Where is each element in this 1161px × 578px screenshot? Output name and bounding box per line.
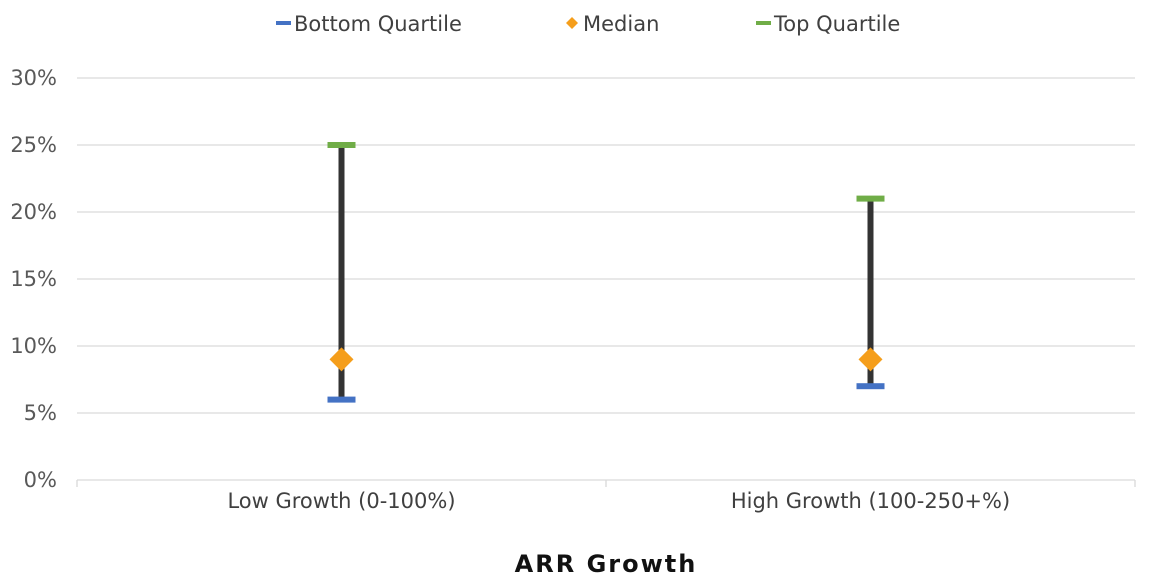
bottom-quartile-marker	[327, 396, 356, 403]
y-tick-label: 10%	[10, 334, 57, 358]
legend-label: Top Quartile	[773, 12, 900, 36]
legend-item: Median	[566, 12, 659, 36]
median-marker	[329, 347, 354, 372]
legend-label: Bottom Quartile	[294, 12, 462, 36]
x-axis-title: ARR Growth	[515, 550, 698, 578]
bottom-quartile-marker	[856, 383, 885, 390]
range-lines	[338, 145, 874, 400]
top-quartile-marker	[327, 142, 356, 148]
category-labels: Low Growth (0-100%) High Growth (100-250+…	[227, 489, 1010, 513]
x-tick-marks	[76, 480, 1136, 487]
legend-label: Median	[583, 12, 659, 36]
legend-item: Top Quartile	[756, 12, 900, 36]
y-axis: 0% 5% 10% 15% 20% 25% 30%	[10, 66, 57, 492]
legend-diamond-icon	[566, 17, 578, 29]
median-marker	[858, 347, 883, 372]
y-tick-label: 5%	[24, 401, 57, 425]
y-tick-label: 15%	[10, 267, 57, 291]
legend-item: Bottom Quartile	[276, 12, 462, 36]
gridlines	[77, 77, 1135, 414]
top-quartile-marker	[856, 195, 885, 202]
y-tick-label: 0%	[24, 468, 57, 492]
legend-dash-icon	[276, 21, 291, 25]
y-tick-label: 25%	[10, 133, 57, 157]
y-tick-label: 20%	[10, 200, 57, 224]
series-markers	[327, 142, 885, 403]
y-tick-label: 30%	[10, 66, 57, 90]
legend: Bottom Quartile Median Top Quartile	[276, 12, 900, 36]
x-category-label: High Growth (100-250+%)	[731, 489, 1010, 513]
x-category-label: Low Growth (0-100%)	[227, 489, 455, 513]
legend-dash-icon	[756, 21, 771, 25]
